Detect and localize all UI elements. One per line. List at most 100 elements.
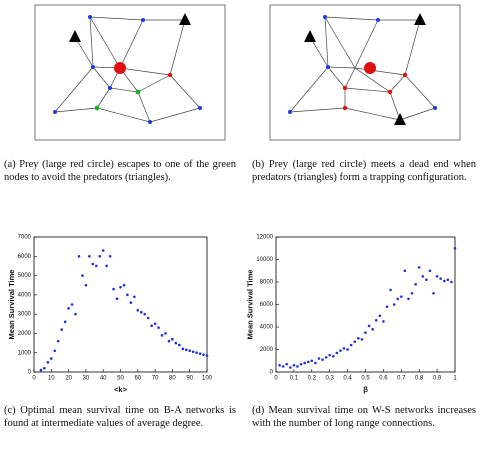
x-tick-label: 100 (202, 376, 213, 382)
data-point (195, 351, 198, 355)
data-point (60, 328, 63, 331)
data-point (360, 338, 364, 341)
y-tick-label: 4000 (18, 292, 32, 298)
x-axis-label: β (363, 385, 368, 394)
y-tick-label: 7000 (18, 235, 32, 241)
data-point (328, 353, 332, 357)
data-point (425, 278, 428, 282)
y-axis-label: Mean Survival Time (245, 270, 254, 340)
data-point (349, 343, 353, 347)
x-tick-label: 0.9 (433, 376, 442, 382)
plot-frame (33, 236, 208, 373)
y-tick-label: 6000 (18, 254, 32, 260)
data-point (310, 359, 314, 363)
data-point (385, 305, 389, 309)
x-tick-label: 0.4 (343, 376, 352, 382)
plot-frame (275, 236, 456, 373)
data-point (450, 280, 453, 284)
data-point (374, 318, 378, 322)
x-tick-label: 0.5 (361, 376, 370, 382)
y-tick-label: 8000 (260, 280, 274, 286)
data-point (56, 339, 60, 343)
data-point (53, 349, 57, 353)
data-point (414, 282, 417, 286)
data-point (303, 361, 306, 365)
x-tick-label: 30 (83, 376, 90, 382)
data-point (98, 254, 102, 258)
y-tick-label: 4000 (260, 325, 274, 331)
x-tick-label: 70 (152, 376, 159, 382)
data-point (278, 363, 281, 367)
x-tick-label: 10 (48, 376, 55, 382)
data-point (67, 307, 70, 310)
data-point (357, 336, 360, 340)
data-point (378, 314, 382, 318)
x-tick-label: 60 (134, 376, 141, 382)
data-point (205, 354, 209, 357)
data-point (191, 350, 195, 354)
data-point (81, 274, 84, 277)
data-point (112, 287, 115, 291)
data-point (396, 297, 400, 301)
y-tick-label: 1000 (18, 350, 32, 356)
data-point (126, 293, 129, 297)
data-point (446, 278, 450, 282)
data-point (428, 269, 432, 273)
data-point (410, 291, 414, 295)
x-tick-label: 40 (100, 376, 107, 382)
data-point (46, 361, 50, 364)
data-point (91, 262, 95, 266)
y-tick-label: 3000 (18, 312, 32, 318)
data-point (314, 361, 317, 365)
x-tick-label: 1 (453, 376, 457, 382)
data-point (101, 249, 105, 252)
data-point (367, 324, 371, 328)
data-point (281, 365, 285, 368)
x-tick-label: 50 (117, 376, 124, 382)
data-point (43, 366, 46, 370)
data-point (171, 337, 174, 341)
x-tick-label: 80 (169, 376, 176, 382)
data-point (335, 351, 339, 355)
data-point (453, 246, 457, 250)
data-point (50, 357, 53, 360)
data-point (143, 312, 147, 316)
y-tick-label: 2000 (18, 331, 32, 337)
data-point (119, 285, 122, 289)
data-point (306, 360, 310, 364)
network-a (34, 4, 226, 141)
data-point (403, 269, 407, 273)
data-point (146, 316, 150, 320)
data-point (417, 266, 421, 269)
data-point (139, 310, 143, 314)
data-point (129, 301, 133, 304)
data-point (164, 332, 167, 335)
x-tick-label: 0.3 (326, 376, 335, 382)
caption: (b) Prey (large red circle) meets a dead… (252, 159, 476, 183)
data-point (88, 254, 91, 258)
data-point (296, 365, 299, 368)
data-point (133, 295, 136, 299)
data-point (184, 348, 188, 352)
x-tick-label: 20 (65, 376, 72, 382)
data-point (115, 297, 119, 301)
y-tick-label: 10000 (256, 257, 273, 263)
data-point (439, 277, 442, 280)
data-point (198, 352, 202, 355)
data-point (389, 288, 392, 292)
data-point (174, 341, 178, 345)
data-point (442, 279, 446, 283)
y-tick-label: 0 (270, 370, 274, 376)
data-point (77, 254, 81, 258)
x-tick-label: 0.7 (397, 376, 406, 382)
y-tick-label: 12000 (256, 235, 273, 241)
data-point (353, 340, 357, 343)
x-tick-label: 0 (274, 376, 278, 382)
x-tick-label: 0.1 (290, 376, 299, 382)
data-point (74, 312, 77, 316)
data-point (289, 366, 292, 369)
data-point (136, 308, 140, 312)
data-point (331, 354, 335, 358)
